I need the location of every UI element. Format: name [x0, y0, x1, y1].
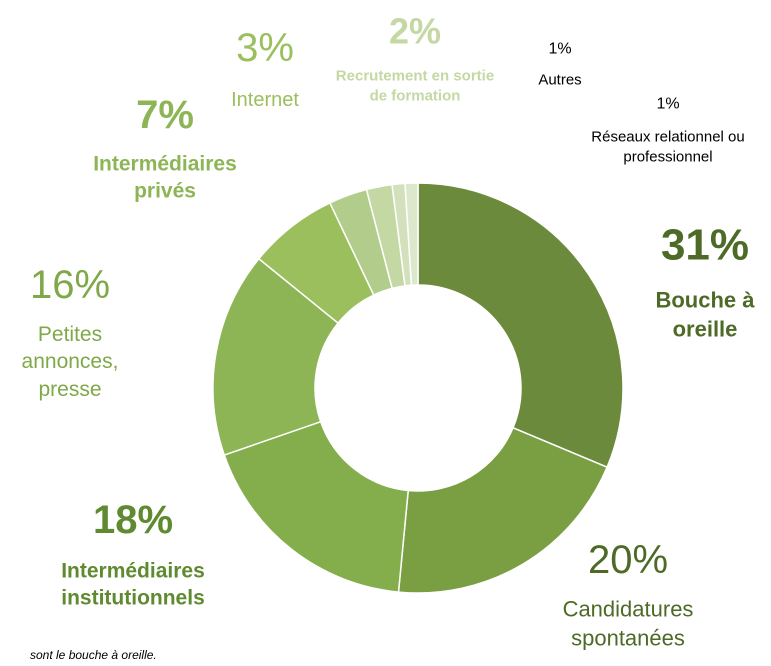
category-label: Petites annonces, presse [21, 323, 119, 401]
donut-slice [417, 182, 624, 469]
value-label: 20% [587, 538, 669, 582]
donut-slice [404, 182, 419, 287]
value-label: 2% [388, 10, 442, 52]
category-label: Candidatures spontanées [562, 596, 694, 650]
category-label: Intermédiaires privés [93, 152, 237, 203]
note: sont le bouche à oreille. [30, 648, 157, 662]
value-label: 1% [656, 95, 680, 113]
donut-slice [397, 426, 609, 594]
value-label: 18% [92, 498, 174, 542]
value-label: 3% [236, 26, 294, 70]
value-label: 1% [548, 40, 572, 58]
category-label: Intermédiaires institutionnels [61, 559, 205, 610]
category-label: Autres [538, 71, 582, 89]
category-label: Bouche à oreille [655, 287, 755, 341]
donut-slice [212, 257, 340, 457]
category-label: Internet [231, 89, 299, 111]
donut-slice [223, 420, 410, 593]
value-label: 7% [136, 93, 194, 137]
value-label: 31% [660, 220, 750, 270]
category-label: Recrutement en sortie de formation [335, 67, 495, 105]
value-label: 16% [29, 263, 111, 307]
category-label: Réseaux relationnel ou professionnel [591, 128, 745, 166]
